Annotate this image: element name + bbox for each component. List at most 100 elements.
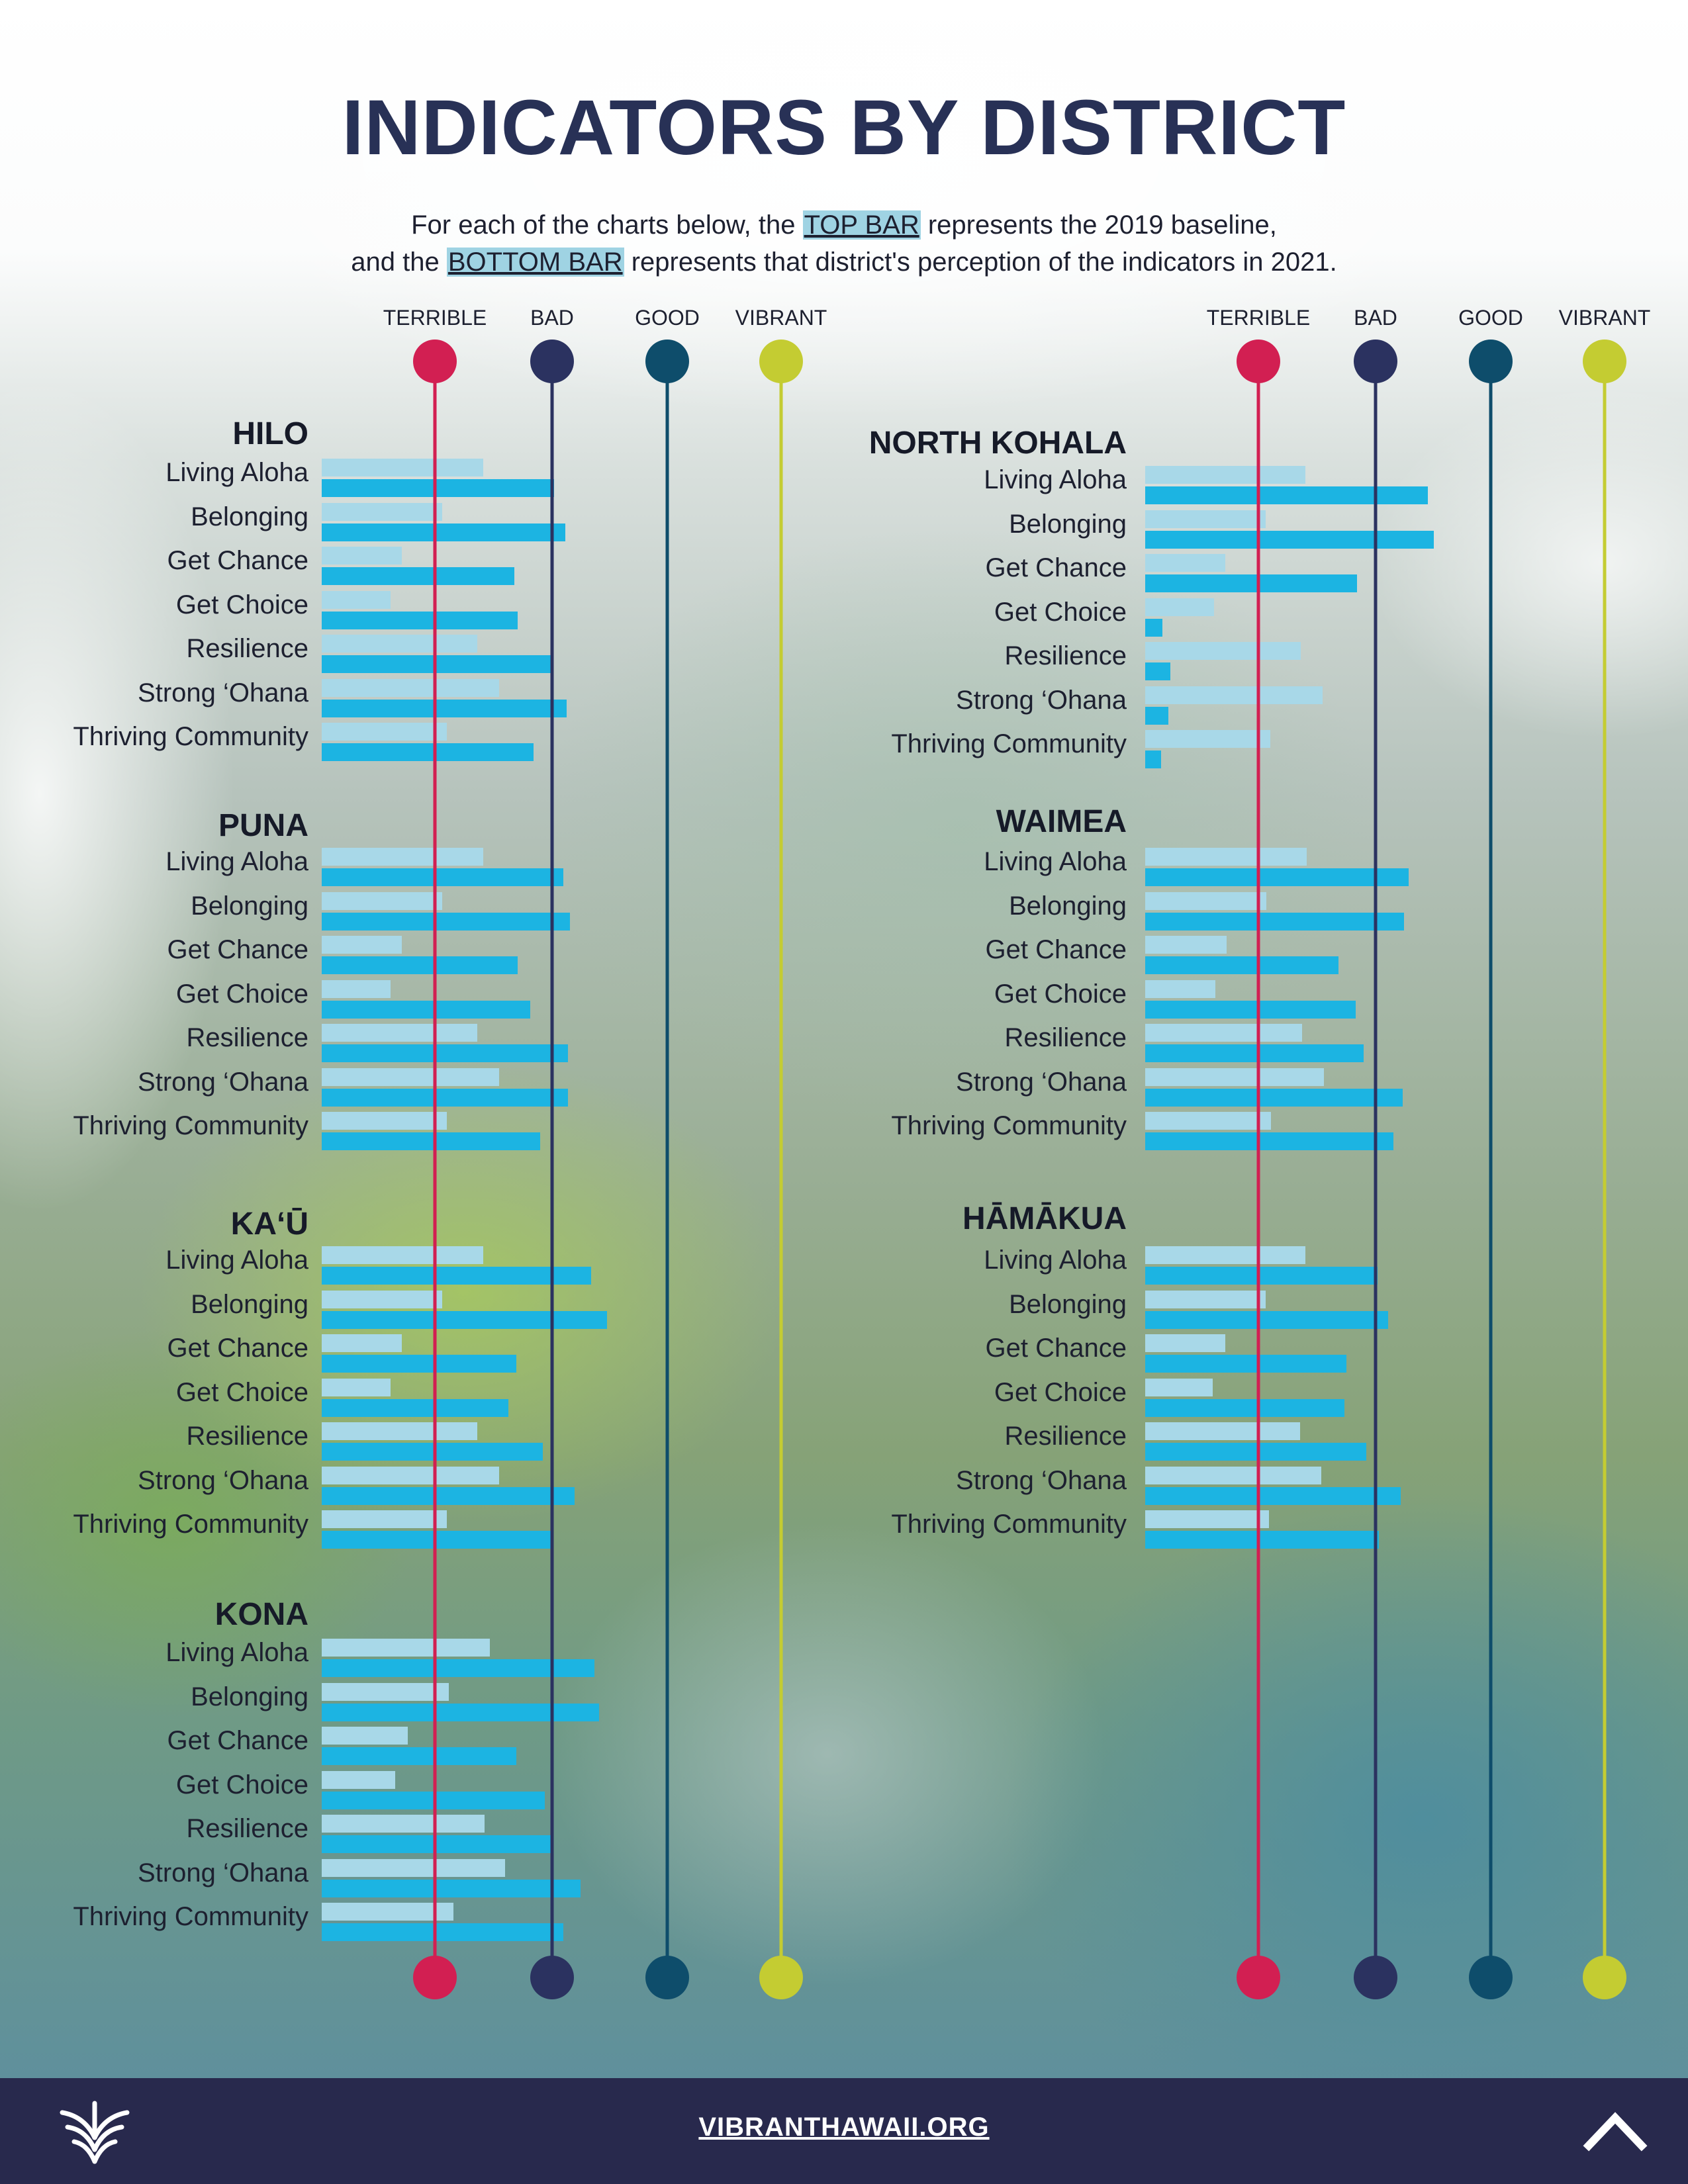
bar-2019-north-kohala-thriving-community — [1145, 730, 1270, 748]
row-label-puna-resilience: Resilience — [186, 1023, 308, 1052]
bar-2021-hamakua-resilience — [1145, 1443, 1366, 1461]
bar-2021-hamakua-belonging — [1145, 1310, 1388, 1329]
row-label-kona-resilience: Resilience — [186, 1814, 308, 1843]
district-title-hilo: HILO — [232, 416, 308, 451]
bar-2019-puna-strong-ohana — [322, 1068, 500, 1086]
bar-2021-ka-u-get-choice — [322, 1398, 508, 1417]
bar-2019-north-kohala-get-choice — [1145, 598, 1214, 616]
subtitle-line-1-post: represents the 2019 baseline, — [920, 210, 1277, 240]
scale-dot-top-good-2 — [1469, 340, 1513, 383]
bar-2019-north-kohala-resilience — [1145, 642, 1301, 660]
scale-line-good-1 — [665, 361, 669, 1976]
scale-label-bad-2: BAD — [1354, 306, 1397, 330]
row-label-waimea-living-aloha: Living Aloha — [984, 847, 1127, 876]
bar-2019-hamakua-get-choice — [1145, 1378, 1213, 1396]
row-label-north-kohala-thriving-community: Thriving Community — [891, 729, 1127, 758]
district-title-ka-u: KA‘Ū — [230, 1206, 308, 1242]
bar-2021-hamakua-get-chance — [1145, 1355, 1347, 1373]
row-label-hilo-belonging: Belonging — [191, 502, 308, 531]
bar-2021-waimea-get-choice — [1145, 1000, 1356, 1019]
scale-dot-top-bad-2 — [1354, 340, 1397, 383]
bar-2021-puna-get-choice — [322, 1000, 530, 1019]
scale-dot-top-vibrant-2 — [1583, 340, 1626, 383]
bar-2021-hilo-get-chance — [322, 567, 514, 585]
chevron-up-icon[interactable] — [1582, 2103, 1648, 2156]
row-label-ka-u-get-chance: Get Chance — [167, 1334, 308, 1363]
bar-2019-hilo-resilience — [322, 635, 478, 653]
bar-2019-hamakua-resilience — [1145, 1422, 1300, 1440]
row-label-north-kohala-belonging: Belonging — [1009, 509, 1127, 539]
row-label-hilo-thriving-community: Thriving Community — [73, 722, 308, 751]
district-title-puna: PUNA — [218, 808, 308, 843]
bar-2019-kona-resilience — [322, 1815, 485, 1833]
bar-2021-kona-thriving-community — [322, 1923, 564, 1941]
row-label-puna-belonging: Belonging — [191, 891, 308, 921]
row-label-hamakua-strong-ohana: Strong ‘Ohana — [956, 1465, 1127, 1495]
bar-2019-kona-get-chance — [322, 1727, 408, 1745]
bar-2021-ka-u-get-chance — [322, 1355, 517, 1373]
bar-2021-waimea-thriving-community — [1145, 1132, 1394, 1150]
row-label-hamakua-resilience: Resilience — [1004, 1422, 1127, 1451]
scale-dot-bottom-bad-2 — [1354, 1956, 1397, 1999]
row-label-north-kohala-resilience: Resilience — [1004, 641, 1127, 670]
bar-2021-north-kohala-strong-ohana — [1145, 706, 1168, 725]
row-label-ka-u-strong-ohana: Strong ‘Ohana — [138, 1465, 308, 1495]
row-label-hamakua-get-chance: Get Chance — [985, 1334, 1127, 1363]
scale-dot-bottom-vibrant-2 — [1583, 1956, 1626, 1999]
bar-2019-hamakua-get-chance — [1145, 1334, 1226, 1352]
scale-label-terrible-2: TERRIBLE — [1206, 306, 1311, 330]
scale-dot-top-bad-1 — [530, 340, 574, 383]
row-label-hamakua-belonging: Belonging — [1009, 1289, 1127, 1319]
row-label-ka-u-get-choice: Get Choice — [175, 1377, 308, 1407]
row-label-north-kohala-living-aloha: Living Aloha — [984, 465, 1127, 494]
district-title-kona: KONA — [214, 1597, 308, 1632]
scale-dot-top-terrible-1 — [413, 340, 457, 383]
bar-2021-ka-u-belonging — [322, 1310, 607, 1329]
website-link[interactable]: VIBRANTHAWAII.ORG — [698, 2113, 990, 2142]
row-label-hilo-strong-ohana: Strong ‘Ohana — [138, 678, 308, 707]
bar-2019-north-kohala-get-chance — [1145, 554, 1226, 572]
bar-2019-kona-belonging — [322, 1682, 449, 1701]
bar-2019-puna-thriving-community — [322, 1112, 447, 1130]
row-label-hamakua-thriving-community: Thriving Community — [891, 1510, 1127, 1539]
row-label-hamakua-living-aloha: Living Aloha — [984, 1246, 1127, 1275]
bar-2021-hamakua-get-choice — [1145, 1398, 1345, 1417]
subtitle-line-2: and the BOTTOM BAR represents that distr… — [0, 248, 1688, 277]
row-label-waimea-resilience: Resilience — [1004, 1023, 1127, 1052]
row-label-kona-living-aloha: Living Aloha — [165, 1638, 308, 1667]
subtitle-line-1: For each of the charts below, the TOP BA… — [0, 210, 1688, 240]
row-label-hilo-get-choice: Get Choice — [175, 590, 308, 619]
scale-dot-top-good-1 — [645, 340, 689, 383]
bar-2021-kona-living-aloha — [322, 1659, 594, 1677]
bar-2021-waimea-belonging — [1145, 912, 1404, 931]
bar-2021-puna-get-chance — [322, 956, 518, 974]
bar-2021-hilo-belonging — [322, 523, 566, 541]
bar-2021-hamakua-strong-ohana — [1145, 1486, 1401, 1505]
bar-2019-ka-u-resilience — [322, 1422, 478, 1440]
bar-2021-kona-strong-ohana — [322, 1879, 581, 1897]
bar-2019-waimea-thriving-community — [1145, 1112, 1272, 1130]
subtitle-line-2-post: represents that district's perception of… — [624, 248, 1337, 277]
subtitle-line-1-pre: For each of the charts below, the — [411, 210, 803, 240]
bar-2021-puna-belonging — [322, 912, 571, 931]
scale-dot-bottom-bad-1 — [530, 1956, 574, 1999]
vibrant-hawaii-logo-icon[interactable] — [58, 2098, 131, 2164]
row-label-puna-strong-ohana: Strong ‘Ohana — [138, 1067, 308, 1097]
bar-2019-waimea-get-choice — [1145, 979, 1215, 998]
bar-2021-puna-thriving-community — [322, 1132, 541, 1150]
bar-2019-hilo-living-aloha — [322, 459, 483, 477]
bar-2019-hilo-get-choice — [322, 590, 391, 609]
row-label-puna-living-aloha: Living Aloha — [165, 847, 308, 876]
scale-label-vibrant-1: VIBRANT — [735, 306, 827, 330]
row-label-waimea-get-chance: Get Chance — [985, 935, 1127, 964]
bar-2019-waimea-living-aloha — [1145, 848, 1307, 866]
row-label-hilo-get-chance: Get Chance — [167, 546, 308, 575]
footer: VIBRANTHAWAII.ORG — [0, 2078, 1688, 2184]
bar-2019-hilo-belonging — [322, 502, 442, 521]
top-bar-highlight: TOP BAR — [802, 210, 921, 240]
row-label-ka-u-thriving-community: Thriving Community — [73, 1510, 308, 1539]
bar-2021-hilo-thriving-community — [322, 743, 534, 761]
row-label-ka-u-belonging: Belonging — [191, 1289, 308, 1319]
scale-label-good-2: GOOD — [1458, 306, 1523, 330]
bar-2019-puna-resilience — [322, 1024, 478, 1042]
